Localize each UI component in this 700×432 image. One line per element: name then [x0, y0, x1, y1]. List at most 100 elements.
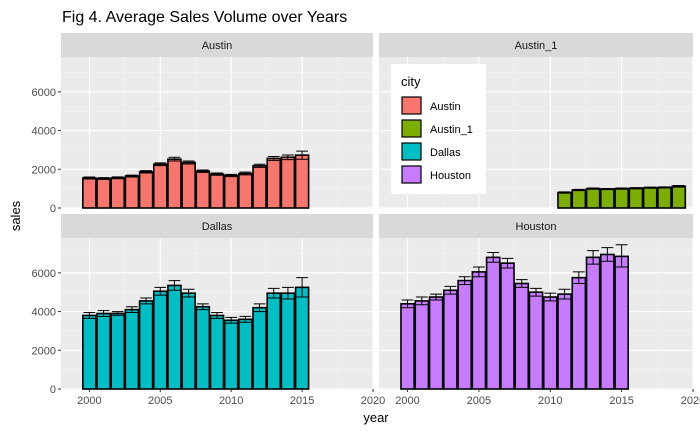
- error-bar-dallas-2000: [83, 312, 96, 319]
- x-tick-label: 2015: [609, 395, 633, 407]
- bar-austin-1-2016: [628, 187, 644, 209]
- error-bar-austin-2007: [182, 160, 195, 165]
- legend: city Austin Austin_1 Dallas Houston: [391, 64, 486, 194]
- bar-houston-2003: [442, 289, 458, 390]
- bar-austin-1-2015: [614, 187, 630, 209]
- legend-label-dallas: Dallas: [430, 147, 461, 159]
- panel-austin: Austin 0 2000 4000 6000: [32, 33, 374, 215]
- bar-houston-2000: [400, 303, 415, 390]
- bar-dallas-2003: [124, 308, 140, 390]
- error-bar-austin-2014: [282, 154, 294, 161]
- bar-houston-2013: [585, 256, 601, 390]
- error-bar-houston-2009: [530, 287, 542, 297]
- bar-dallas-2008: [195, 305, 211, 390]
- y-tick-label: 0: [50, 384, 56, 396]
- bar-austin-1-2017: [642, 186, 658, 209]
- error-bar-dallas-2007: [182, 288, 195, 298]
- error-bar-austin-2003: [126, 174, 138, 178]
- bar-houston-2014: [599, 253, 615, 390]
- bar-houston-2001: [414, 300, 430, 390]
- bar-austin-2007: [181, 161, 196, 209]
- error-bar-dallas-2014: [282, 286, 294, 300]
- error-bar-dallas-2015: [296, 277, 308, 298]
- bar-dallas-2009: [209, 314, 225, 390]
- bar-dallas-2001: [96, 312, 111, 390]
- strip-austin: [61, 33, 373, 57]
- legend-label-houston: Houston: [430, 170, 471, 182]
- error-bar-austin-1-2015: [615, 187, 628, 190]
- error-bar-austin-1-2013: [587, 187, 599, 190]
- error-bar-austin-2013: [267, 156, 280, 161]
- error-bar-austin-1-2018: [658, 186, 671, 189]
- bar-austin-2013: [266, 157, 282, 209]
- bar-houston-2006: [485, 256, 501, 390]
- y-tick-label: 6000: [32, 87, 56, 99]
- error-bar-houston-2007: [501, 257, 514, 269]
- bar-dallas-2005: [152, 290, 168, 390]
- x-tick-label: 2005: [148, 395, 172, 407]
- error-bar-dallas-2001: [97, 310, 110, 317]
- error-bar-austin-2011: [239, 171, 252, 176]
- bar-dallas-2011: [238, 318, 253, 390]
- error-bar-dallas-2012: [253, 303, 266, 313]
- bar-houston-2011: [557, 293, 572, 390]
- strip-austin-1: [379, 33, 693, 57]
- error-bar-austin-2012: [253, 163, 266, 168]
- chart-title: Fig 4. Average Sales Volume over Years: [62, 9, 347, 26]
- bar-austin-1-2012: [571, 189, 587, 209]
- error-bar-austin-1-2017: [644, 186, 657, 189]
- error-bar-houston-2015: [615, 244, 628, 268]
- legend-swatch-dallas: [401, 142, 422, 161]
- strip-label-austin-1: Austin_1: [515, 40, 558, 52]
- error-bar-austin-2015: [296, 150, 308, 160]
- error-bar-houston-2005: [473, 266, 485, 278]
- error-bar-houston-2012: [572, 271, 585, 284]
- bar-austin-1-2014: [599, 188, 615, 209]
- bar-dallas-2014: [280, 292, 296, 390]
- bar-austin-2003: [124, 175, 140, 209]
- panel-dallas: Dallas 0 2000 4000 6000 2000 2005 2010 2015 2020: [32, 214, 385, 407]
- error-bar-austin-1-2012: [572, 188, 585, 192]
- legend-swatch-austin: [401, 96, 422, 115]
- bar-houston-2009: [528, 291, 544, 390]
- error-bar-austin-2001: [97, 177, 110, 181]
- facet-panels: Austin 0 2000 4000 6000 Austin_1 Dallas 0 2000 40…: [32, 33, 700, 407]
- error-bar-houston-2014: [601, 247, 614, 262]
- error-bar-austin-2005: [154, 162, 167, 167]
- legend-label-austin-1: Austin_1: [430, 124, 473, 136]
- legend-label-austin: Austin: [430, 101, 461, 113]
- error-bar-houston-2013: [587, 250, 599, 265]
- y-tick-label: 2000: [32, 164, 56, 176]
- x-tick-label: 2015: [290, 395, 314, 407]
- legend-title: city: [401, 74, 421, 89]
- bar-austin-2006: [167, 158, 182, 209]
- bar-austin-2011: [238, 172, 253, 209]
- bar-dallas-2002: [110, 312, 126, 390]
- error-bar-houston-2003: [444, 285, 457, 295]
- error-bar-houston-2006: [487, 252, 500, 263]
- error-bar-houston-2000: [401, 299, 414, 309]
- bar-houston-2005: [471, 271, 487, 390]
- bar-houston-2012: [571, 276, 587, 390]
- bar-houston-2008: [514, 282, 530, 390]
- error-bar-austin-2010: [225, 173, 238, 178]
- y-tick-label: 0: [50, 203, 56, 215]
- y-tick-label: 6000: [32, 268, 56, 280]
- bar-austin-2008: [195, 170, 211, 209]
- error-bar-austin-1-2011: [558, 191, 571, 194]
- bar-dallas-2004: [138, 300, 154, 390]
- bar-houston-2004: [457, 279, 473, 390]
- strip-label-dallas: Dallas: [202, 221, 233, 233]
- bar-dallas-2000: [82, 314, 97, 390]
- bar-dallas-2010: [223, 319, 239, 390]
- bar-austin-1-2011: [557, 191, 572, 209]
- y-tick-label: 4000: [32, 126, 56, 138]
- x-tick-label: 2000: [77, 395, 101, 407]
- bar-austin-2000: [82, 177, 97, 209]
- error-bar-dallas-2013: [267, 287, 280, 299]
- strip-dallas: [61, 214, 373, 238]
- error-bar-dallas-2011: [239, 315, 252, 323]
- x-tick-label: 2010: [219, 395, 243, 407]
- error-bar-houston-2002: [430, 293, 442, 301]
